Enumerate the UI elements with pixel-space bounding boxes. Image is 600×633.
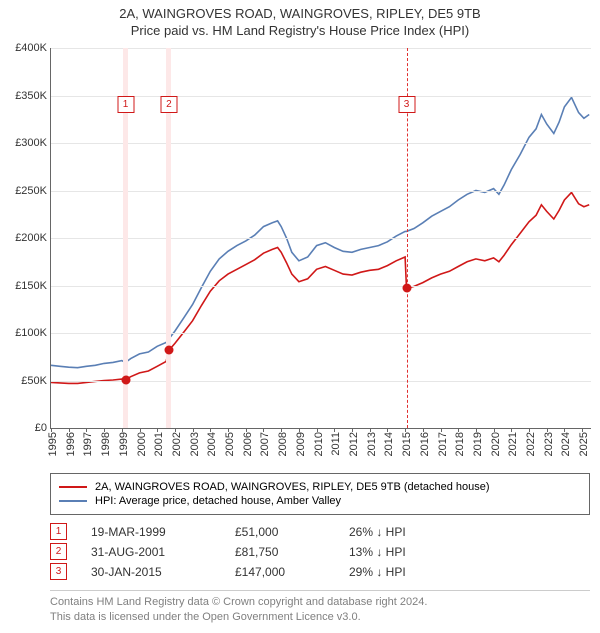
y-axis-label: £300K	[3, 137, 47, 149]
chart-container: 2A, WAINGROVES ROAD, WAINGROVES, RIPLEY,…	[0, 0, 600, 625]
legend-item: 2A, WAINGROVES ROAD, WAINGROVES, RIPLEY,…	[59, 481, 581, 493]
gridline-h	[51, 191, 591, 192]
legend-label: HPI: Average price, detached house, Ambe…	[95, 495, 341, 507]
chart-area: £0£50K£100K£150K£200K£250K£300K£350K£400…	[50, 48, 591, 429]
sales-row-date: 19-MAR-1999	[91, 525, 211, 539]
sales-row: 3 30-JAN-2015 £147,000 29% ↓ HPI	[50, 563, 590, 580]
x-axis-label: 2021	[507, 432, 519, 456]
attribution-line: Contains HM Land Registry data © Crown c…	[50, 595, 590, 610]
sale-marker-dot	[121, 375, 130, 384]
y-axis-label: £400K	[3, 42, 47, 54]
x-axis-label: 2012	[348, 432, 360, 456]
y-axis-label: £250K	[3, 185, 47, 197]
gridline-h	[51, 48, 591, 49]
gridline-h	[51, 238, 591, 239]
sale-marker-dot	[164, 346, 173, 355]
legend-box: 2A, WAINGROVES ROAD, WAINGROVES, RIPLEY,…	[50, 473, 590, 515]
sales-row-date: 31-AUG-2001	[91, 545, 211, 559]
x-axis-label: 1995	[47, 432, 59, 456]
x-axis-label: 2004	[206, 432, 218, 456]
sales-row-num: 1	[50, 523, 67, 540]
x-axis-label: 1997	[82, 432, 94, 456]
legend-item: HPI: Average price, detached house, Ambe…	[59, 495, 581, 507]
sale-marker-box: 1	[117, 96, 134, 113]
x-axis-label: 2001	[153, 432, 165, 456]
x-axis-label: 2016	[419, 432, 431, 456]
x-axis-label: 2008	[277, 432, 289, 456]
sale-marker-box: 3	[398, 96, 415, 113]
x-axis-label: 1998	[100, 432, 112, 456]
sale-marker-dot	[402, 284, 411, 293]
gridline-h	[51, 143, 591, 144]
x-axis-label: 2018	[454, 432, 466, 456]
x-axis-label: 2020	[490, 432, 502, 456]
x-axis-label: 2013	[366, 432, 378, 456]
sales-table: 1 19-MAR-1999 £51,000 26% ↓ HPI 2 31-AUG-2001…	[50, 523, 590, 580]
sales-row-delta: 29% ↓ HPI	[349, 565, 459, 579]
y-axis-label: £100K	[3, 327, 47, 339]
sales-row: 1 19-MAR-1999 £51,000 26% ↓ HPI	[50, 523, 590, 540]
x-axis-label: 2005	[224, 432, 236, 456]
y-axis-label: £200K	[3, 232, 47, 244]
attribution-line: This data is licensed under the Open Gov…	[50, 610, 590, 625]
sales-row-num: 2	[50, 543, 67, 560]
legend-swatch	[59, 486, 87, 488]
title-block: 2A, WAINGROVES ROAD, WAINGROVES, RIPLEY,…	[0, 0, 600, 38]
sales-row-delta: 26% ↓ HPI	[349, 525, 459, 539]
y-axis-label: £150K	[3, 280, 47, 292]
sales-row: 2 31-AUG-2001 £81,750 13% ↓ HPI	[50, 543, 590, 560]
gridline-h	[51, 333, 591, 334]
sale-marker-box: 2	[160, 96, 177, 113]
x-axis-label: 2025	[578, 432, 590, 456]
x-axis-label: 2015	[401, 432, 413, 456]
x-axis-label: 2000	[136, 432, 148, 456]
y-axis-label: £50K	[3, 375, 47, 387]
legend-swatch	[59, 500, 87, 502]
x-axis-label: 2010	[313, 432, 325, 456]
x-axis-label: 2009	[295, 432, 307, 456]
x-axis-label: 2006	[242, 432, 254, 456]
x-axis-label: 2011	[330, 432, 342, 456]
sales-row-price: £147,000	[235, 565, 325, 579]
x-axis-label: 2024	[560, 432, 572, 456]
x-axis-label: 1999	[118, 432, 130, 456]
x-axis-label: 2022	[525, 432, 537, 456]
x-axis-label: 2003	[189, 432, 201, 456]
x-axis-label: 1996	[65, 432, 77, 456]
series-property	[51, 192, 589, 383]
y-axis-label: £350K	[3, 90, 47, 102]
x-axis-label: 2002	[171, 432, 183, 456]
sales-row-num: 3	[50, 563, 67, 580]
x-axis-label: 2023	[543, 432, 555, 456]
sales-row-date: 30-JAN-2015	[91, 565, 211, 579]
sales-row-delta: 13% ↓ HPI	[349, 545, 459, 559]
series-hpi	[51, 97, 589, 367]
x-axis-label: 2007	[259, 432, 271, 456]
x-axis-label: 2017	[437, 432, 449, 456]
legend-label: 2A, WAINGROVES ROAD, WAINGROVES, RIPLEY,…	[95, 481, 490, 493]
title-main: 2A, WAINGROVES ROAD, WAINGROVES, RIPLEY,…	[0, 6, 600, 21]
gridline-h	[51, 381, 591, 382]
attribution: Contains HM Land Registry data © Crown c…	[50, 590, 590, 625]
y-axis-label: £0	[3, 422, 47, 434]
title-sub: Price paid vs. HM Land Registry's House …	[0, 23, 600, 38]
x-axis-label: 2014	[383, 432, 395, 456]
sales-row-price: £51,000	[235, 525, 325, 539]
gridline-h	[51, 286, 591, 287]
x-axis-label: 2019	[472, 432, 484, 456]
sales-row-price: £81,750	[235, 545, 325, 559]
